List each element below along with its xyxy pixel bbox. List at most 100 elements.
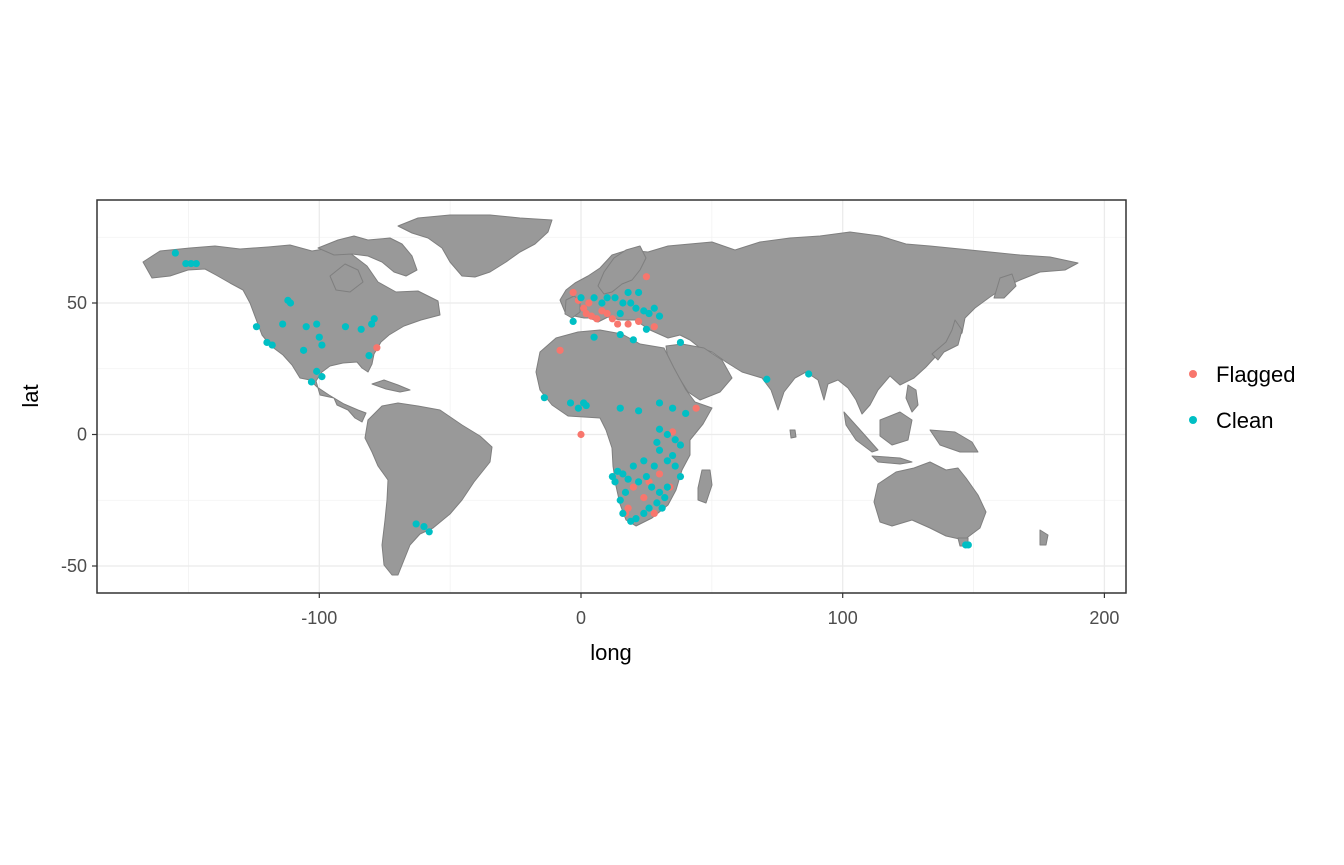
africa [535, 329, 713, 527]
point-clean [582, 401, 590, 410]
point-flagged [614, 320, 622, 328]
point-clean [661, 494, 669, 502]
point-clean [616, 330, 624, 339]
point-clean [341, 323, 350, 331]
point-clean [412, 520, 420, 528]
point-clean [619, 299, 627, 307]
point-flagged [634, 317, 643, 326]
plot-panel [96, 199, 1127, 594]
point-clean [566, 399, 575, 407]
point-clean [619, 509, 627, 517]
point-flagged [629, 483, 637, 491]
point-flagged [556, 346, 564, 354]
point-clean [655, 488, 664, 496]
point-clean [590, 333, 598, 341]
point-clean [616, 309, 624, 318]
y-axis-title: lat [18, 384, 43, 407]
point-clean [299, 346, 308, 354]
europe-asia [559, 231, 1079, 415]
point-flagged [624, 320, 632, 328]
new-zealand [1039, 529, 1049, 546]
point-clean [574, 404, 582, 412]
point-clean [420, 522, 428, 531]
point-clean [357, 325, 365, 333]
point-flagged [603, 309, 611, 318]
x-tick-label: 200 [1089, 608, 1119, 628]
point-clean [627, 517, 635, 525]
south-america [364, 402, 493, 576]
point-clean [650, 304, 658, 312]
point-clean [603, 294, 611, 302]
point-clean [624, 475, 632, 483]
x-axis-ticks: -100 0 100 200 [301, 593, 1119, 628]
point-clean [668, 404, 677, 412]
point-flagged [642, 273, 651, 281]
point-clean [763, 375, 771, 383]
point-clean [805, 370, 813, 378]
point-clean [268, 341, 276, 349]
point-clean [642, 472, 651, 481]
point-flagged [640, 494, 648, 502]
point-flagged [655, 470, 664, 478]
point-flagged [577, 430, 585, 439]
point-clean [658, 504, 666, 512]
point-clean [315, 333, 323, 341]
point-clean [365, 352, 373, 360]
point-clean [634, 478, 643, 486]
point-clean [370, 315, 378, 323]
x-tick-label: 0 [576, 608, 586, 628]
point-clean [668, 451, 677, 460]
australia [873, 461, 987, 541]
point-clean [569, 317, 577, 326]
point-clean [624, 288, 632, 297]
hudson-region [329, 263, 364, 293]
point-clean [632, 304, 640, 312]
y-axis-ticks: -50 0 50 [61, 293, 97, 576]
point-flagged [593, 315, 601, 323]
kamchatka [993, 273, 1017, 299]
world-basemap [142, 214, 1079, 576]
point-clean [655, 425, 664, 433]
point-clean [645, 309, 653, 318]
point-clean [540, 394, 548, 402]
point-clean [629, 336, 637, 344]
point-clean [611, 294, 619, 302]
canadian-arctic-islands [317, 235, 418, 277]
madagascar [697, 469, 713, 504]
new-guinea [929, 429, 979, 453]
point-clean [634, 288, 643, 297]
scandinavia [597, 245, 647, 295]
legend-key-flagged [1189, 370, 1197, 378]
point-clean [621, 488, 630, 496]
legend-key-clean [1189, 416, 1197, 424]
point-clean [640, 457, 648, 465]
point-clean [614, 467, 622, 475]
point-flagged [608, 315, 617, 323]
point-clean [682, 409, 690, 418]
point-clean [676, 338, 685, 347]
point-clean [425, 528, 433, 536]
point-clean [629, 462, 637, 470]
point-clean [655, 312, 664, 320]
point-flagged [650, 323, 658, 331]
point-clean [318, 373, 326, 381]
point-clean [590, 294, 598, 302]
point-clean [616, 404, 624, 412]
point-clean [671, 462, 679, 470]
panel-border [96, 199, 1127, 594]
point-clean [302, 323, 310, 331]
point-clean [187, 259, 195, 268]
point-flagged [373, 344, 381, 352]
point-clean [598, 299, 606, 307]
point-clean [663, 430, 671, 439]
sumatra-java [843, 411, 913, 465]
legend: Flagged Clean [1189, 362, 1296, 433]
point-clean [663, 457, 671, 465]
point-clean [171, 249, 179, 257]
point-clean [645, 504, 653, 512]
point-clean [313, 320, 321, 328]
point-flagged [650, 509, 658, 517]
philippines [905, 384, 919, 413]
legend-label-flagged: Flagged [1216, 362, 1296, 387]
